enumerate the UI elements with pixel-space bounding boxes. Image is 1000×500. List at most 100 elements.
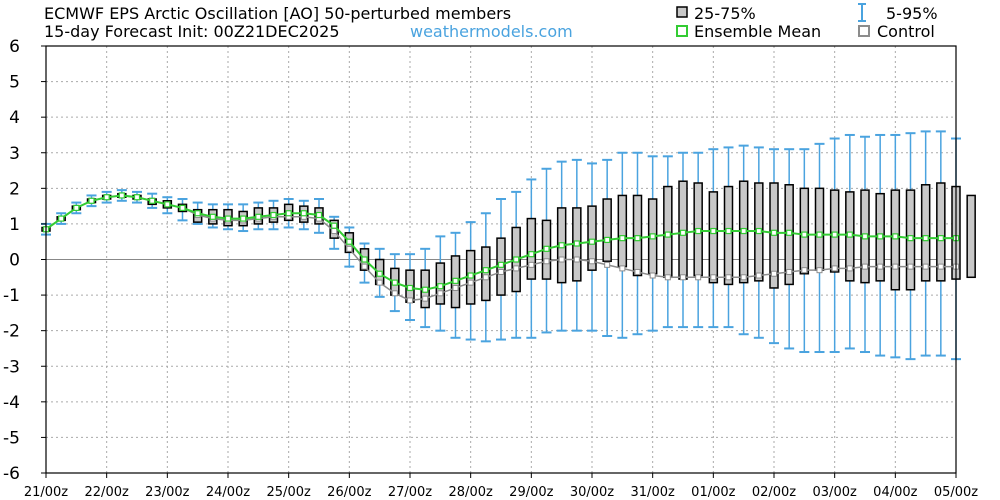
y-tick-label: 4 [9, 108, 20, 128]
control-marker [937, 263, 944, 270]
control-marker [346, 245, 353, 252]
ensemble-mean-marker [634, 235, 641, 242]
x-tick-label: 04/00z [873, 485, 917, 500]
ensemble-mean-marker [528, 251, 535, 258]
iqr-box [708, 191, 719, 284]
y-tick-label: 2 [9, 179, 20, 199]
x-tick-label: 01/00z [691, 485, 735, 500]
ensemble-mean-marker [194, 210, 201, 217]
control-marker [680, 274, 686, 281]
iqr-box [617, 194, 628, 268]
ensemble-mean-marker [801, 231, 808, 238]
ensemble-mean-marker [391, 279, 398, 286]
control-marker [695, 274, 702, 281]
control-marker [573, 256, 580, 263]
control-marker [437, 290, 444, 297]
iqr-box [587, 205, 597, 271]
ensemble-mean-marker [255, 213, 262, 220]
y-tick-label: 5 [9, 73, 20, 93]
control-marker [771, 270, 777, 277]
ensemble-mean-marker [740, 227, 747, 235]
control-marker [846, 265, 853, 272]
ensemble-mean-marker [679, 229, 687, 236]
ensemble-mean-marker [846, 231, 853, 238]
x-tick-label: 24/00z [206, 485, 250, 500]
legend-control-swatch [858, 25, 870, 37]
ensemble-mean-marker [755, 227, 762, 235]
ensemble-mean-marker [695, 227, 702, 235]
control-marker [725, 274, 732, 281]
ensemble-mean-marker [861, 233, 869, 240]
y-tick-label: -3 [3, 357, 20, 377]
ensemble-mean-marker [710, 227, 717, 235]
ensemble-mean-marker [619, 235, 626, 242]
legend-mean-label: Ensemble Mean [694, 22, 821, 41]
control-marker [407, 297, 413, 304]
control-marker [498, 268, 504, 275]
ensemble-mean-marker [573, 240, 580, 247]
ensemble-mean-marker [270, 211, 277, 219]
control-marker [922, 263, 929, 270]
control-marker [816, 267, 823, 274]
ensemble-mean-marker [482, 267, 489, 274]
control-marker [513, 265, 520, 272]
legend-item-iqr: 25-75% [676, 4, 756, 23]
iqr-box [829, 189, 840, 273]
ensemble-mean-marker [118, 192, 125, 199]
iqr-box [799, 187, 810, 275]
y-tick-label: 0 [9, 251, 20, 271]
line-series [42, 192, 960, 304]
ensemble-mean-marker [725, 227, 732, 235]
ensemble-mean-marker [285, 210, 292, 217]
ensemble-mean-marker [907, 235, 914, 242]
x-tick-label: 23/00z [145, 485, 189, 500]
ensemble-mean-marker [315, 211, 323, 219]
ensemble-mean-marker [892, 233, 899, 240]
ensemble-mean-marker [149, 197, 156, 204]
y-tick-label: 6 [9, 37, 20, 57]
iqr-box [890, 189, 901, 291]
x-tick-label: 28/00z [449, 485, 493, 500]
control-marker [452, 284, 459, 291]
control-marker [543, 258, 550, 265]
y-tick-label: -6 [3, 464, 20, 484]
y-tick-label: -2 [3, 322, 20, 342]
x-tick-label: 22/00z [85, 485, 129, 500]
y-tick-label: -4 [3, 393, 20, 413]
x-tick-label: 26/00z [327, 485, 371, 500]
control-marker [801, 267, 808, 274]
ensemble-mean-marker [224, 215, 232, 222]
ensemble-mean-marker [300, 210, 307, 217]
ensemble-mean-marker [497, 261, 505, 268]
x-tick-label: 31/00z [631, 485, 675, 500]
control-marker [589, 258, 595, 265]
legend-item-whisker: 5-95% [858, 3, 938, 23]
legend-item-mean: Ensemble Mean [676, 22, 821, 41]
control-marker [331, 228, 338, 235]
chart-title: ECMWF EPS Arctic Oscillation [AO] 50-per… [44, 4, 511, 23]
legend-whisker-label: 5-95% [886, 4, 938, 23]
ensemble-mean-marker [937, 235, 944, 242]
ensemble-mean-marker [467, 272, 474, 279]
control-marker [528, 261, 535, 268]
control-marker [907, 263, 914, 270]
iqr-box [920, 184, 931, 282]
ensemble-mean-marker [513, 256, 520, 263]
control-marker [740, 274, 747, 281]
ensemble-mean-marker [588, 238, 596, 245]
ensemble-mean-marker [786, 229, 793, 236]
iqr-box [723, 185, 734, 286]
iqr-box [481, 246, 491, 302]
ensemble-mean-marker [346, 238, 353, 245]
iqr-box [936, 182, 946, 282]
y-tick-label: -5 [3, 428, 20, 448]
control-marker [422, 295, 429, 302]
ensemble-mean-marker [543, 245, 550, 252]
ensemble-mean-marker [240, 215, 247, 222]
control-marker [558, 256, 565, 263]
x-tick-label: 27/00z [388, 485, 432, 500]
x-axis-ticks: 21/00z 22/00z 23/00z 24/00z 25/00z 26/00z 27/0… [24, 473, 978, 500]
control-marker [831, 265, 838, 272]
ensemble-mean-marker [103, 194, 110, 201]
